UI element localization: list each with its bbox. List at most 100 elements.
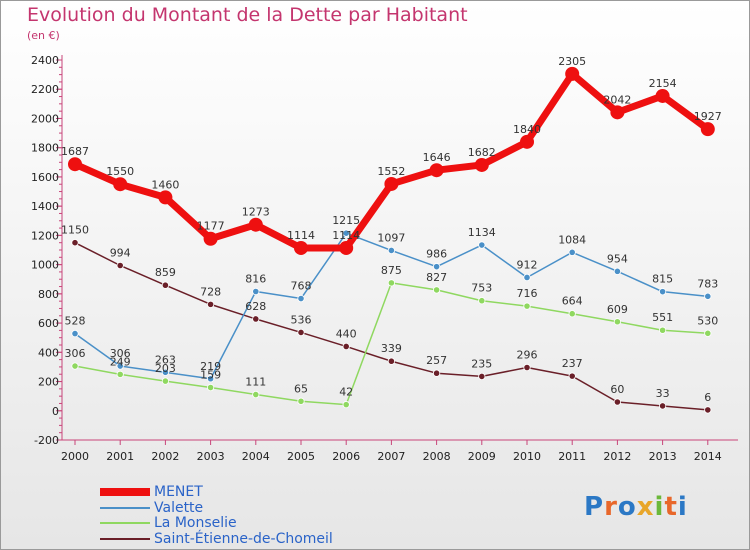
data-point (478, 241, 486, 249)
data-label: 235 (471, 357, 492, 370)
data-point (613, 318, 622, 326)
data-point (610, 105, 625, 120)
data-point (203, 231, 218, 246)
data-point (71, 239, 79, 247)
data-point (613, 398, 622, 406)
data-label: 1215 (332, 214, 360, 227)
data-label: 530 (697, 314, 718, 327)
data-label: 219 (200, 360, 221, 373)
x-tick-label: 2000 (61, 450, 89, 463)
data-label: 1114 (287, 229, 315, 242)
y-tick-label: -200 (34, 434, 59, 447)
data-label: 2305 (558, 55, 586, 68)
legend-swatch (100, 538, 150, 540)
data-label: 1084 (558, 233, 586, 246)
data-point (432, 286, 441, 294)
data-point (523, 302, 531, 310)
data-label: 1927 (694, 110, 722, 123)
y-tick-label: 1000 (31, 259, 59, 272)
data-label: 159 (200, 369, 221, 382)
y-tick-label: 1800 (31, 142, 59, 155)
data-label: 296 (517, 349, 538, 362)
data-point (297, 294, 305, 303)
x-tick-label: 2010 (513, 450, 541, 463)
y-tick-label: 1400 (31, 200, 59, 213)
data-point (116, 261, 124, 270)
data-point (478, 297, 486, 305)
data-point (297, 328, 305, 337)
data-label: 306 (110, 347, 131, 360)
legend-item: Saint-Étienne-de-Chomeil (100, 531, 333, 547)
data-point (704, 329, 712, 337)
x-tick-label: 2013 (649, 450, 677, 463)
data-label: 249 (110, 355, 131, 368)
y-tick-label: 200 (38, 376, 59, 389)
y-tick-label: 2200 (31, 83, 59, 96)
data-point (248, 217, 263, 232)
x-tick-label: 2003 (197, 450, 225, 463)
data-label: 1646 (423, 151, 451, 164)
legend-swatch (100, 522, 150, 524)
data-label: 816 (245, 273, 266, 286)
legend-swatch (100, 507, 150, 509)
data-point (113, 177, 128, 192)
proxiti-logo: Proxiti (584, 492, 688, 522)
data-point (658, 402, 667, 410)
data-point (474, 157, 489, 172)
data-point (523, 363, 531, 372)
data-label: 536 (291, 313, 312, 326)
y-tick-label: 600 (38, 317, 59, 330)
data-label: 306 (65, 347, 86, 360)
data-label: 1097 (377, 231, 405, 244)
x-tick-label: 2014 (694, 450, 722, 463)
chart-unit: (en €) (27, 29, 60, 42)
data-label: 994 (110, 246, 131, 259)
y-tick-label: 400 (38, 346, 59, 359)
data-point (207, 300, 215, 308)
data-label: 628 (245, 300, 266, 313)
data-label: 237 (562, 357, 583, 370)
data-point (568, 248, 576, 256)
data-label: 42 (339, 386, 353, 399)
data-point (387, 279, 395, 287)
data-point (658, 326, 667, 334)
data-point (294, 240, 308, 255)
data-label: 440 (336, 327, 357, 340)
legend-label: Valette (154, 500, 204, 516)
data-point (158, 190, 173, 205)
x-tick-label: 2001 (106, 450, 134, 463)
data-point (297, 397, 305, 405)
data-point (252, 390, 260, 399)
data-point (565, 66, 580, 81)
data-label: 1552 (377, 165, 405, 178)
data-point (432, 263, 441, 271)
x-tick-label: 2004 (242, 450, 270, 463)
data-point (71, 362, 79, 370)
data-label: 954 (607, 252, 628, 265)
data-point (116, 370, 124, 378)
y-tick-label: 1600 (31, 171, 59, 184)
data-label: 716 (517, 287, 538, 300)
data-point (384, 176, 399, 191)
data-label: 1840 (513, 123, 541, 136)
data-point (207, 383, 215, 392)
data-label: 859 (155, 266, 176, 279)
legend-label: La Monselie (154, 515, 237, 531)
legend-label: Saint-Étienne-de-Chomeil (154, 531, 333, 547)
chart-title: Evolution du Montant de la Dette par Hab… (27, 4, 468, 26)
data-point (704, 292, 712, 300)
data-label: 551 (652, 311, 673, 324)
data-label: 753 (471, 282, 492, 295)
data-label: 815 (652, 273, 673, 286)
data-point (161, 281, 169, 289)
data-point (68, 157, 82, 172)
data-label: 203 (155, 362, 176, 375)
data-point (568, 372, 576, 380)
data-label: 664 (562, 295, 583, 308)
data-label: 1114 (332, 229, 360, 242)
data-label: 2042 (603, 93, 631, 106)
data-label: 1687 (61, 145, 89, 158)
data-point (523, 273, 531, 282)
data-label: 1460 (151, 178, 179, 191)
